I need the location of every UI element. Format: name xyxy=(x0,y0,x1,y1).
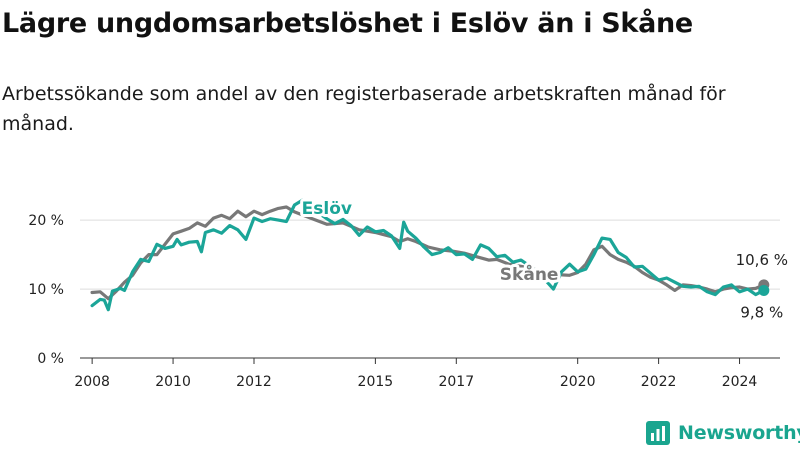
x-tick-label: 2015 xyxy=(358,374,394,390)
y-tick-label: 20 % xyxy=(28,213,64,229)
series-line-eslv xyxy=(90,198,766,312)
series-label-halo-eslv: Eslöv xyxy=(302,199,352,219)
x-tick-label: 2024 xyxy=(722,374,758,390)
end-value-label-skne: 10,6 % xyxy=(736,251,788,269)
chart-title: Lägre ungdomsarbetslöshet i Eslöv än i S… xyxy=(2,8,693,39)
series-lines xyxy=(90,198,770,312)
x-tick-label: 2020 xyxy=(560,374,596,390)
y-tick-label: 0 % xyxy=(37,351,64,367)
gridlines xyxy=(80,219,780,359)
series-label-skne: Skåne xyxy=(500,263,559,285)
series-label-halo-skne: Skåne xyxy=(500,263,559,285)
x-tick-label: 2010 xyxy=(155,374,191,390)
chart-subtitle: Arbetssökande som andel av den registerb… xyxy=(2,83,726,135)
brand-name: Newsworthy xyxy=(678,422,800,444)
end-marker-eslv xyxy=(758,284,770,296)
y-tick-label: 10 % xyxy=(28,282,64,298)
x-tick-label: 2012 xyxy=(236,374,272,390)
x-tick-label: 2022 xyxy=(641,374,677,390)
newsworthy-icon xyxy=(646,421,670,445)
x-tick-label: 2008 xyxy=(74,374,110,390)
series-label-eslv: Eslöv xyxy=(302,199,352,219)
end-value-label-eslv: 9,8 % xyxy=(740,303,783,321)
x-tick-label: 2017 xyxy=(438,374,474,390)
axes: 0 % 10 % 20 % 2008 2010 2012 2015 2017 2020 2022 2… xyxy=(28,213,757,390)
series-line-skne xyxy=(90,205,766,301)
newsworthy-logo: Newsworthy xyxy=(645,420,800,446)
